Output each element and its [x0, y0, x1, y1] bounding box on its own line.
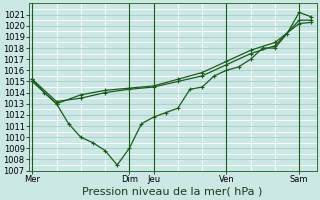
- X-axis label: Pression niveau de la mer( hPa ): Pression niveau de la mer( hPa ): [83, 187, 263, 197]
